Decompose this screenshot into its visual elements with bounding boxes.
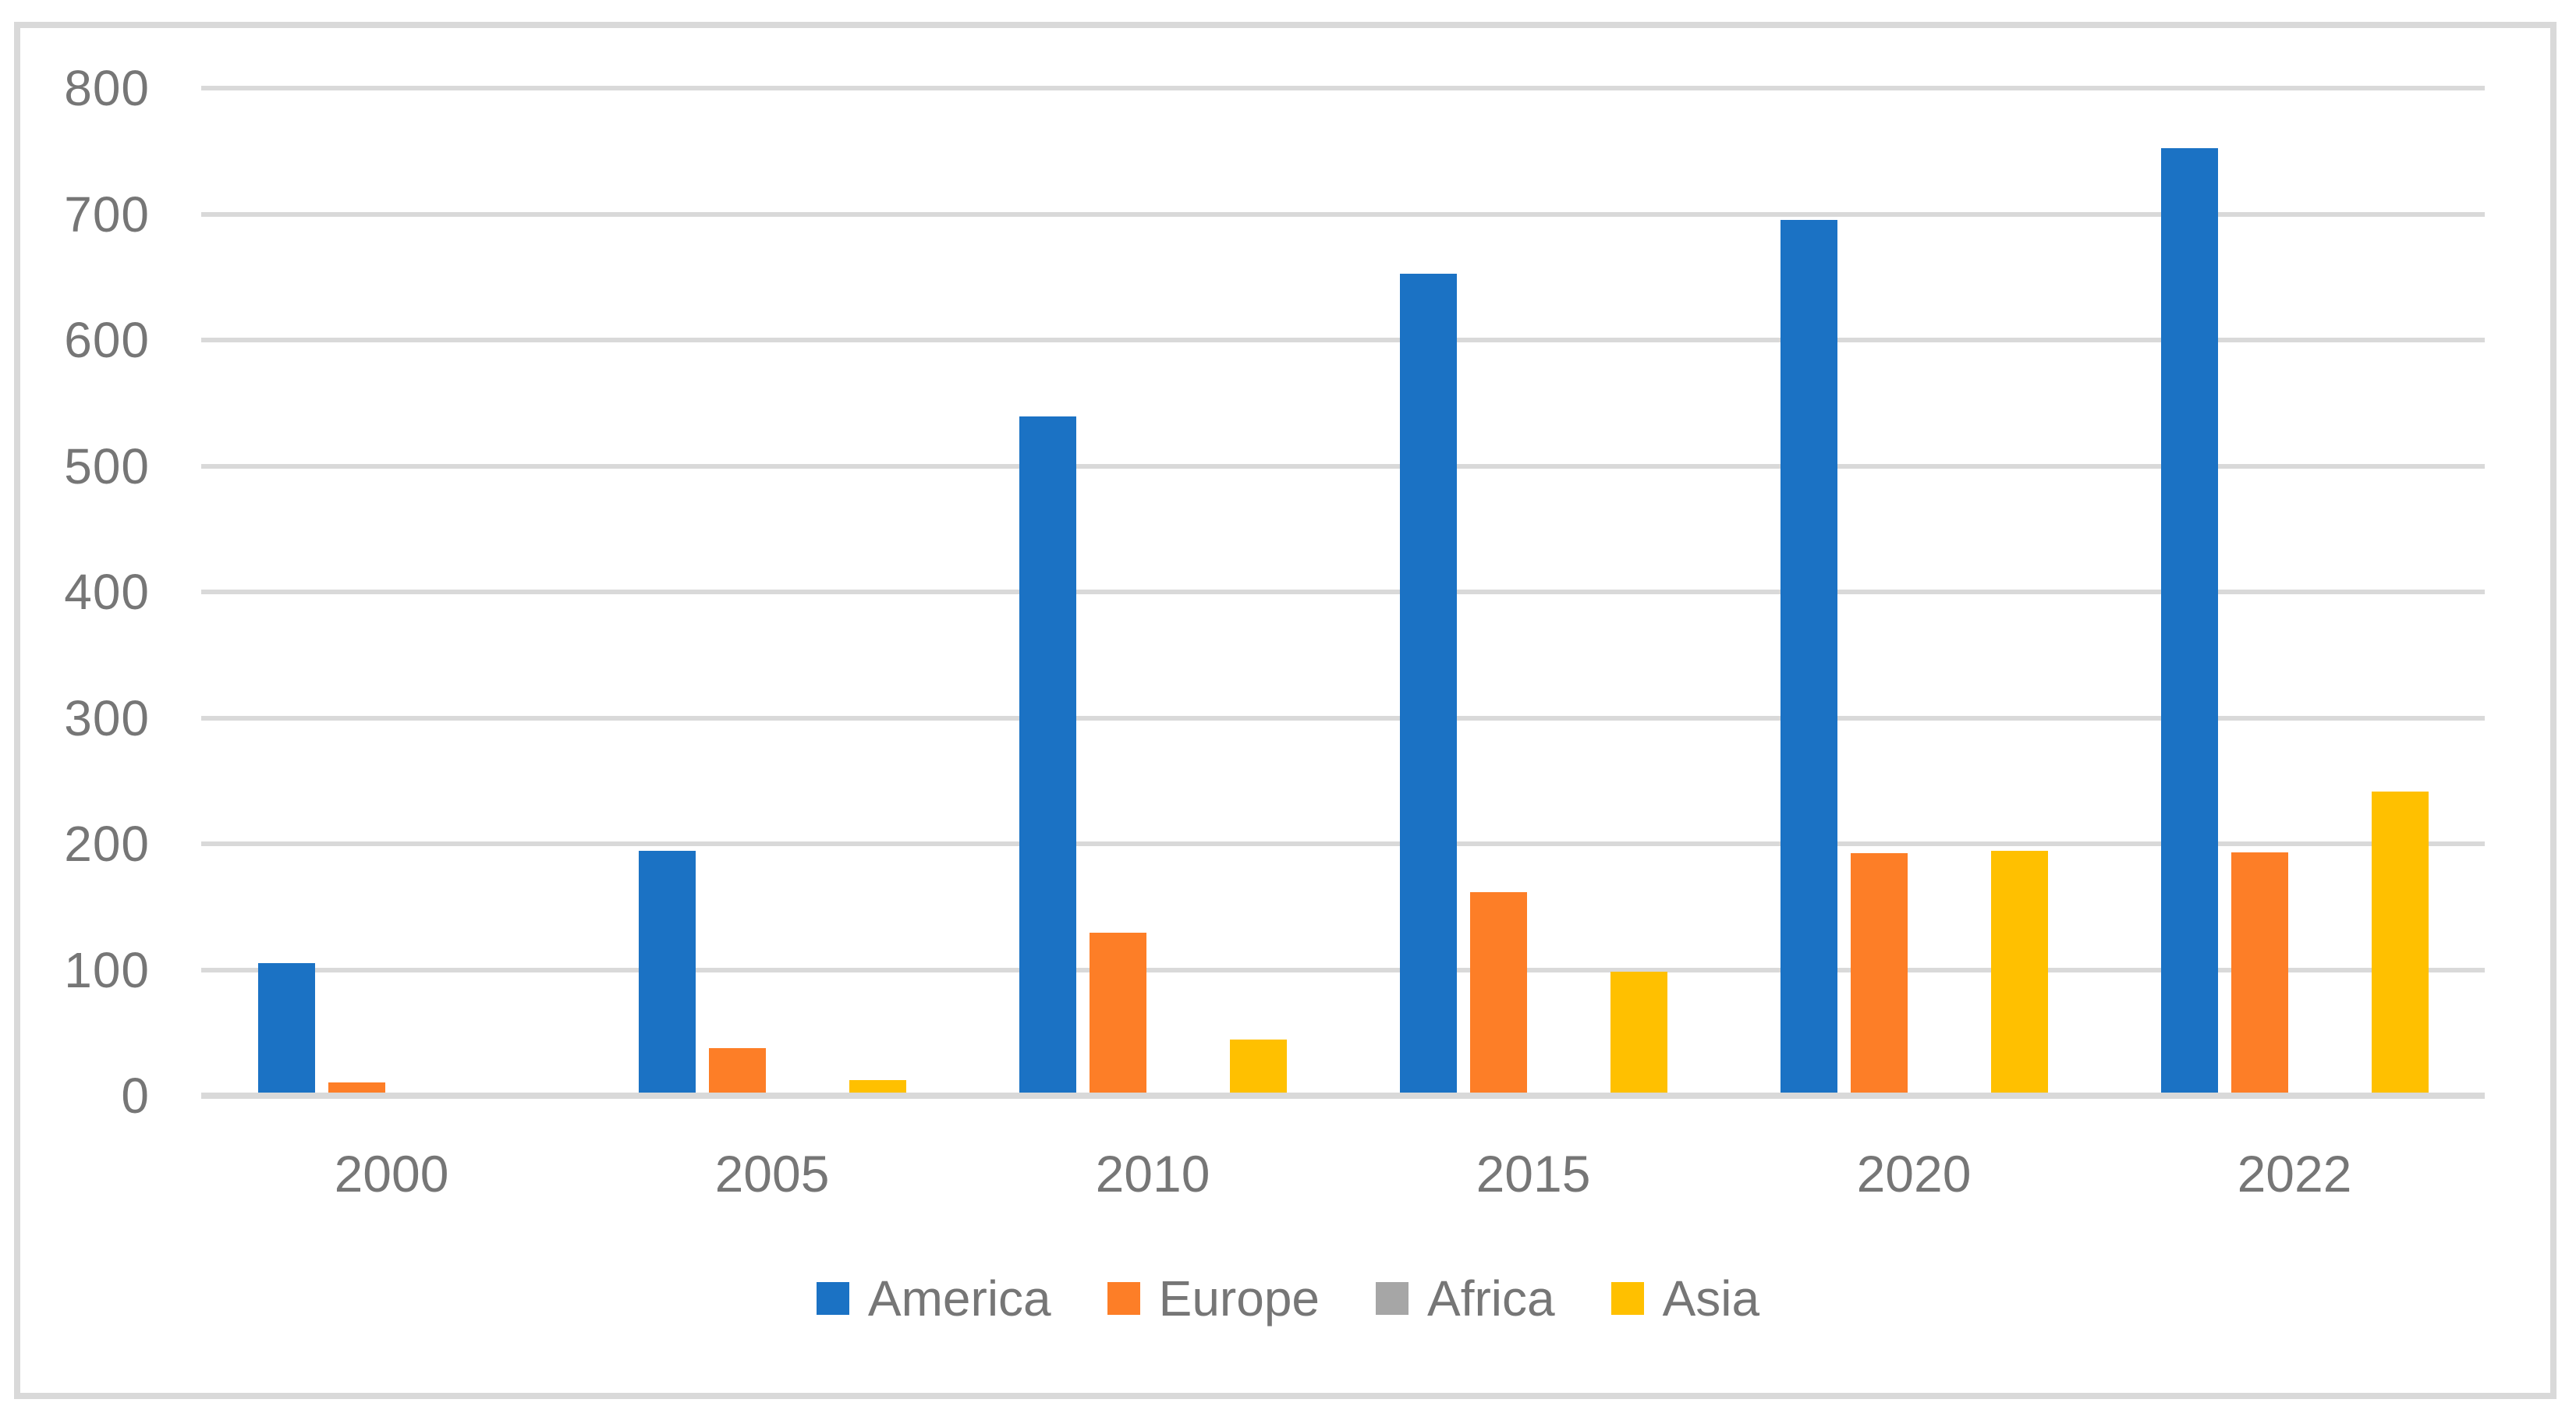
x-axis-label-2000: 2000 [334, 1145, 449, 1203]
bar-america-2022 [2161, 148, 2218, 1093]
legend-item-africa: Africa [1376, 1271, 1555, 1326]
bar-europe-2022 [2231, 852, 2288, 1093]
legend-label-america: America [867, 1270, 1051, 1327]
y-tick-label-300: 300 [64, 690, 150, 746]
gridline-400 [201, 590, 2485, 594]
legend-item-america: America [816, 1270, 1051, 1327]
y-tick-label-0: 0 [121, 1068, 150, 1124]
x-axis-label-2020: 2020 [1856, 1145, 1972, 1203]
legend-item-asia: Asia [1610, 1270, 1760, 1327]
bar-america-2005 [639, 851, 696, 1093]
bar-europe-2010 [1090, 933, 1146, 1093]
legend-label-africa: Africa [1427, 1270, 1555, 1327]
y-tick-label-800: 800 [64, 60, 150, 116]
legend-label-asia: Asia [1662, 1270, 1760, 1327]
x-axis-label-2005: 2005 [714, 1145, 830, 1203]
x-axis-label-2015: 2015 [1476, 1145, 1591, 1203]
x-axis-line [201, 1093, 2485, 1099]
gridline-500 [201, 464, 2485, 469]
bar-europe-2005 [709, 1048, 766, 1093]
y-tick-label-400: 400 [64, 564, 150, 620]
legend-swatch-asia [1610, 1282, 1644, 1315]
legend-item-europe: Europe [1107, 1271, 1320, 1326]
y-tick-label-100: 100 [64, 942, 150, 998]
gridline-200 [201, 841, 2485, 846]
bar-asia-2015 [1610, 972, 1667, 1093]
y-tick-label-200: 200 [64, 816, 150, 872]
bar-europe-2020 [1851, 853, 1908, 1093]
bar-asia-2020 [1991, 851, 2048, 1093]
bar-america-2020 [1781, 220, 1837, 1093]
bar-america-2015 [1400, 274, 1457, 1093]
x-axis-label-2010: 2010 [1095, 1145, 1210, 1203]
bar-america-2000 [258, 963, 315, 1093]
legend: America Europe Africa Asia [0, 1271, 2576, 1326]
legend-label-europe: Europe [1158, 1270, 1320, 1327]
gridline-300 [201, 716, 2485, 721]
gridline-600 [201, 338, 2485, 342]
gridline-100 [201, 968, 2485, 972]
legend-swatch-america [816, 1282, 849, 1315]
legend-swatch-europe [1107, 1282, 1140, 1315]
x-axis-label-2022: 2022 [2237, 1145, 2352, 1203]
y-tick-label-600: 600 [64, 312, 150, 368]
bar-europe-2015 [1470, 892, 1527, 1093]
bar-asia-2005 [849, 1080, 906, 1093]
y-tick-label-700: 700 [64, 186, 150, 243]
bar-america-2010 [1019, 416, 1076, 1093]
y-tick-label-500: 500 [64, 438, 150, 494]
gridline-700 [201, 212, 2485, 217]
legend-swatch-africa [1376, 1282, 1408, 1315]
bar-asia-2022 [2372, 792, 2429, 1093]
chart-frame [14, 22, 2557, 1399]
bar-asia-2010 [1230, 1040, 1287, 1093]
bar-europe-2000 [328, 1082, 385, 1093]
gridline-800 [201, 86, 2485, 90]
